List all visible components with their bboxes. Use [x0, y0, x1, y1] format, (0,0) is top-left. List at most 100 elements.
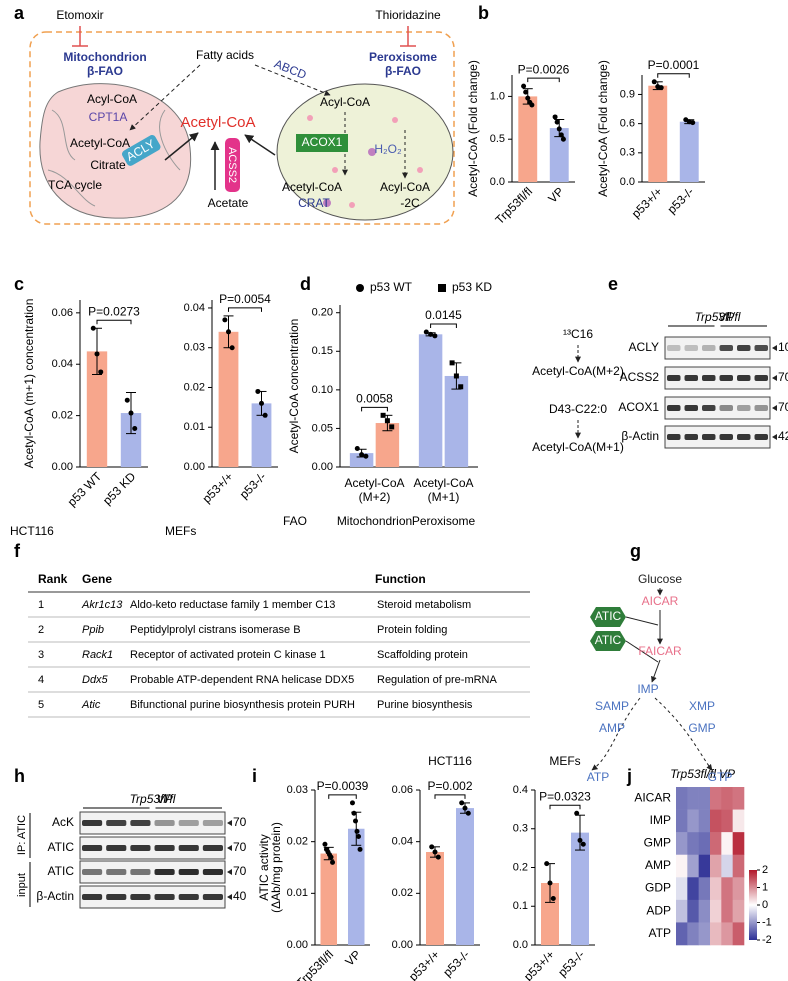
data-point — [449, 360, 455, 366]
table-cell: 4 — [38, 674, 44, 686]
table-cell: Receptor of activated protein C kinase 1 — [130, 649, 326, 661]
data-point — [432, 333, 438, 339]
blot-band — [202, 894, 223, 900]
data-point — [94, 351, 100, 357]
heatmap-cell — [710, 877, 722, 901]
data-point — [359, 452, 365, 458]
colorbar-label: -2 — [762, 934, 772, 946]
data-point — [651, 79, 657, 85]
blot-band — [106, 869, 127, 875]
cristae — [47, 109, 181, 207]
data-point — [459, 800, 465, 806]
blot-band — [754, 345, 768, 351]
label: Acetyl-CoA — [70, 136, 130, 150]
heatmap-cell — [710, 854, 722, 878]
table-cell: 5 — [38, 699, 44, 711]
heatmap-cell — [721, 787, 733, 810]
blot-frame — [664, 425, 771, 449]
blot-band — [178, 894, 199, 900]
y-tick-label: 0.04 — [52, 358, 73, 370]
data-point — [349, 800, 355, 806]
marker-arrow — [227, 869, 232, 875]
heatmap-cell — [698, 832, 711, 856]
blot-marker: 70 — [233, 840, 247, 854]
table-cell: 2 — [38, 624, 44, 636]
side-label: IP: ATIC — [16, 815, 28, 855]
blot-band — [202, 869, 223, 875]
panel-label: h — [14, 766, 25, 786]
p-value: P=0.0026 — [518, 62, 570, 76]
data-point — [554, 119, 560, 125]
group-label: Trp53fl/fl — [695, 310, 741, 324]
heatmap-cell — [732, 877, 745, 901]
x-tick-label: p53 WT — [65, 469, 105, 509]
x-tick-label: Acetyl-CoA — [413, 476, 473, 490]
x-tick-label: p53+/+ — [200, 469, 236, 505]
table-cell: Steroid metabolism — [377, 599, 471, 611]
group-label: VP — [718, 310, 734, 324]
p-value: 0.0145 — [425, 308, 462, 322]
blot-frame — [79, 885, 226, 909]
blot-band — [106, 894, 127, 900]
bar — [375, 423, 400, 467]
y-axis-label: ATIC activity — [257, 834, 271, 900]
y-axis-label: Acetyl-CoA (Fold change) — [466, 60, 480, 197]
panel-label: c — [14, 274, 24, 294]
y-axis-label: (ΔAb/mg protein) — [269, 822, 283, 913]
data-point — [521, 83, 527, 89]
x-tick-label: p53+/+ — [629, 184, 665, 220]
scheme-label: Acetyl-CoA(M+1) — [532, 440, 624, 454]
blot-band — [684, 434, 698, 440]
data-point — [389, 424, 395, 430]
data-point — [544, 861, 550, 867]
p-value: 0.0058 — [356, 391, 393, 405]
y-tick-label: 0.02 — [184, 381, 205, 393]
blot-band — [106, 845, 127, 851]
heatmap-cell — [698, 809, 711, 833]
blot-frame — [664, 366, 771, 390]
heatmap-cell — [710, 832, 722, 856]
table-cell: Bifunctional purine biosynthesis protein… — [130, 699, 355, 711]
pathway-node: AICAR — [642, 594, 679, 608]
heatmap-cell — [698, 922, 711, 946]
y-tick-label: 0.00 — [392, 939, 413, 951]
y-tick-label: 0.3 — [513, 823, 528, 835]
panel-label: g — [630, 541, 641, 561]
data-point — [552, 114, 558, 120]
label: Thioridazine — [375, 8, 441, 22]
p-value: P=0.0323 — [539, 789, 591, 803]
y-tick-label: 0.04 — [184, 302, 205, 314]
table-header: Function — [375, 572, 426, 586]
data-point — [690, 120, 696, 126]
p-value: P=0.0273 — [88, 304, 140, 318]
group-label: VP — [719, 767, 735, 781]
group-label: MEFs — [165, 524, 196, 538]
data-point — [547, 880, 553, 886]
y-tick-label: 1.0 — [490, 90, 505, 102]
label: Etomoxir — [56, 8, 103, 22]
heatmap-cell — [687, 809, 699, 833]
data-point — [453, 373, 459, 379]
cell-boundary — [29, 31, 455, 225]
table-header: Rank — [38, 572, 68, 586]
table-cell: Probable ATP-dependent RNA helicase DDX5 — [130, 674, 354, 686]
row-label: ADP — [646, 903, 671, 917]
pathway-node: Glucose — [638, 572, 682, 586]
blot-marker: 70 — [233, 864, 247, 878]
x-tick-label: p53-/- — [440, 947, 472, 979]
legend-marker — [438, 284, 446, 292]
p-value: P=0.0054 — [219, 292, 271, 306]
data-point — [363, 453, 369, 459]
data-point — [90, 325, 96, 331]
table-cell: Regulation of pre-mRNA — [377, 674, 497, 686]
data-point — [577, 837, 583, 843]
pathway-node: GTP — [708, 770, 733, 784]
x-tick-label: Trp53fl/fl — [294, 947, 337, 981]
data-point — [658, 85, 664, 91]
label: CRAT — [298, 196, 330, 210]
acss2-badge — [225, 138, 240, 192]
arrow — [654, 697, 713, 771]
x-tick-label: p53-/- — [237, 469, 269, 501]
blot-band — [82, 820, 103, 826]
legend-label: p53 KD — [452, 280, 492, 294]
